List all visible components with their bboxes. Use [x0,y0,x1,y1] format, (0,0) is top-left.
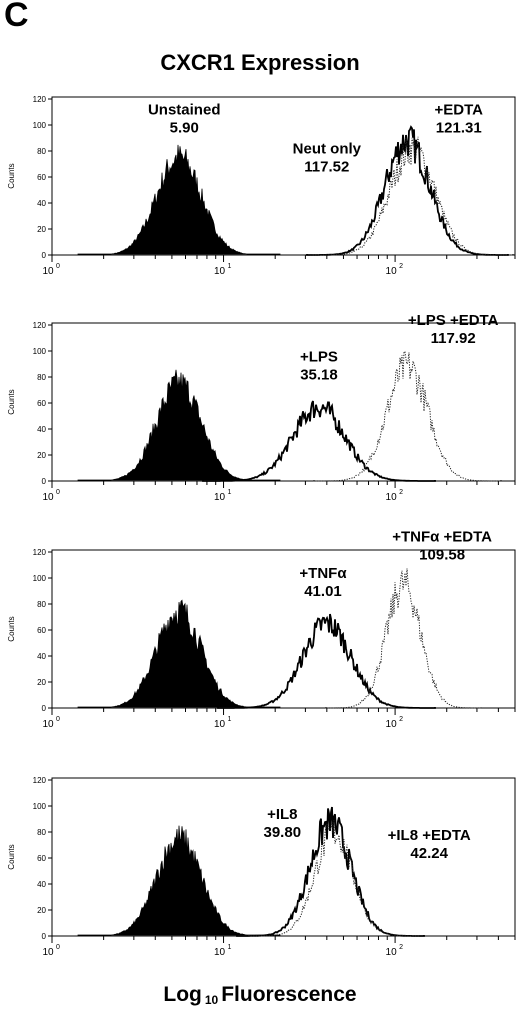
x-tick-exponent: 2 [399,263,403,270]
y-tick-label: 120 [33,548,47,557]
y-tick-label: 80 [37,373,46,382]
x-tick-exponent: 0 [56,716,60,723]
y-axis-label: Counts [7,389,16,414]
x-axis-title-prefix: Log [163,983,201,1006]
y-tick-label: 60 [37,173,46,182]
x-tick-exponent: 1 [228,716,232,723]
annotation-label: 41.01 [304,583,342,600]
x-tick-label: 10 [42,719,54,730]
annotation-label: 121.31 [436,120,482,137]
x-tick-label: 10 [42,266,54,277]
x-tick-exponent: 0 [56,944,60,951]
y-tick-label: 80 [37,828,46,837]
y-tick-label: 0 [42,251,47,260]
histogram-lps [203,401,435,481]
x-tick-exponent: 2 [399,716,403,723]
annotation-label: Neut only [293,141,362,158]
y-tick-label: 20 [37,906,46,915]
y-tick-label: 60 [37,854,46,863]
x-tick-exponent: 0 [56,489,60,496]
annotation-label: +LPS +EDTA [408,312,499,329]
annotation-label: 109.58 [419,547,465,564]
y-tick-label: 100 [33,574,47,583]
x-axis-title-suffix: Fluorescence [221,983,356,1006]
histogram-tnf-edta [326,569,481,709]
histogram-lps-edta [314,352,501,482]
x-tick-label: 10 [42,492,54,503]
x-tick-label: 10 [386,719,398,730]
x-tick-exponent: 1 [228,263,232,270]
y-tick-label: 40 [37,880,46,889]
annotation-label: +IL8 [267,806,297,823]
y-tick-label: 20 [37,678,46,687]
x-tick-label: 10 [386,947,398,958]
y-tick-label: 120 [33,776,47,785]
y-axis-label: Counts [7,616,16,641]
annotation-label: +EDTA [435,102,484,119]
y-tick-label: 40 [37,652,46,661]
y-axis-label: Counts [7,163,16,188]
y-tick-label: 40 [37,199,46,208]
x-axis-title-subscript: 10 [205,993,218,1007]
x-tick-label: 10 [386,492,398,503]
histogram-tnf [218,614,435,708]
x-tick-label: 10 [386,266,398,277]
x-tick-exponent: 0 [56,263,60,270]
annotation-label: 117.92 [431,330,476,347]
histogram-unstained [78,826,280,936]
x-tick-exponent: 2 [399,944,403,951]
plot-frame [52,550,515,708]
x-tick-label: 10 [214,266,226,277]
histogram-unstained [78,600,280,708]
y-tick-label: 0 [42,704,47,713]
x-tick-label: 10 [214,492,226,503]
annotation-label: 35.18 [300,366,338,383]
annotation-label: Unstained [148,102,221,119]
y-tick-label: 20 [37,225,46,234]
y-tick-label: 40 [37,425,46,434]
x-tick-label: 10 [214,719,226,730]
y-tick-label: 60 [37,399,46,408]
x-tick-exponent: 1 [228,489,232,496]
annotation-label: +TNFα +EDTA [392,529,492,546]
annotation-label: 39.80 [264,824,302,841]
x-tick-exponent: 1 [228,944,232,951]
y-axis-label: Counts [7,844,16,869]
histogram-unstained [78,370,280,481]
y-tick-label: 120 [33,321,47,330]
y-tick-label: 0 [42,477,47,486]
annotation-label: 117.52 [304,159,349,176]
x-axis-title: Log 10 Fluorescence [0,983,520,1007]
annotation-label: 42.24 [410,845,448,862]
annotation-label: +IL8 +EDTA [388,827,471,844]
histogram-unstained [78,145,280,255]
y-tick-label: 100 [33,347,47,356]
y-tick-label: 120 [33,95,47,104]
x-tick-exponent: 2 [399,489,403,496]
annotation-label: +TNFα [299,565,347,582]
annotation-label: 5.90 [170,120,199,137]
y-tick-label: 60 [37,626,46,635]
y-tick-label: 20 [37,451,46,460]
x-tick-label: 10 [214,947,226,958]
annotation-label: +LPS [300,348,338,365]
y-tick-label: 100 [33,802,47,811]
y-tick-label: 100 [33,121,47,130]
y-tick-label: 80 [37,147,46,156]
y-tick-label: 80 [37,600,46,609]
x-tick-label: 10 [42,947,54,958]
y-tick-label: 0 [42,932,47,941]
